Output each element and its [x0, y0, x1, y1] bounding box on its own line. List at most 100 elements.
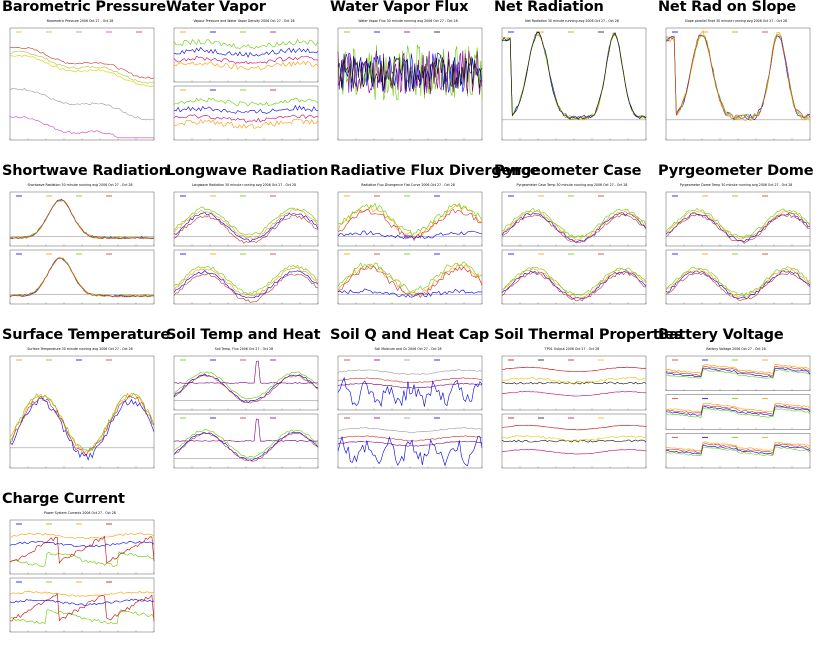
series-line: [665, 34, 811, 119]
chart-tile[interactable]: Water Vapor Vapour Pressure and Water Vap…: [164, 0, 324, 160]
chart-heading: Battery Voltage: [658, 327, 784, 343]
series-line: [337, 376, 483, 408]
series-line: [501, 391, 647, 397]
chart-thumbnail: Soil Moisture and Cv 2006 Oct 27 - Oct 2…: [337, 347, 483, 469]
series-line: [9, 598, 155, 606]
series-line: [501, 377, 647, 384]
series-line: [173, 272, 319, 303]
chart-tile[interactable]: Net Rad on Slope Slope parallel Rnet 30 m…: [656, 0, 816, 160]
series-line: [173, 432, 319, 462]
chart-thumbnail: Slope parallel Rnet 30 minute running av…: [665, 19, 811, 141]
chart-thumbnail: Longwave Radiation 30 minute running avg…: [173, 183, 319, 305]
series-line: [665, 266, 811, 297]
series-line: [9, 116, 154, 139]
series-line: [665, 367, 811, 378]
chart-heading: Charge Current: [2, 491, 125, 507]
series-line: [173, 97, 319, 107]
chart-title: Vapour Pressure and Water Vapor Density …: [193, 19, 294, 23]
series-line: [9, 535, 155, 564]
series-line: [501, 210, 647, 241]
chart-tile[interactable]: Pyrgeometer Case Pyrgeometer Case Temp 30…: [492, 163, 652, 324]
series-line: [665, 364, 811, 374]
series-line: [173, 428, 319, 458]
chart-tile[interactable]: Net Radiation Net Radiation 30 minute run…: [492, 0, 652, 160]
chart-title: Longwave Radiation 30 minute running avg…: [192, 183, 296, 187]
series-line: [173, 360, 319, 384]
plot-frame: [337, 249, 483, 305]
plot-frame: [501, 191, 647, 247]
plot-frame: [9, 577, 155, 633]
series-line: [337, 440, 483, 447]
series-line: [173, 374, 319, 404]
chart-thumbnail: Net Radiation 30 minute running avg 2006…: [501, 19, 647, 141]
series-line: [10, 47, 155, 80]
series-line: [9, 590, 155, 597]
chart-tile[interactable]: Soil Temp and Heat Soil Temp, Flux 2006 O…: [164, 327, 324, 488]
series-line: [9, 257, 155, 298]
series-line: [665, 444, 811, 455]
series-line: [173, 38, 319, 50]
series-line: [337, 208, 483, 242]
chart-title: Power System Currents 2006 Oct 27 - Oct …: [44, 511, 116, 515]
chart-tile[interactable]: Water Vapor Flux Water Vapor Flux 30 minu…: [328, 0, 488, 160]
series-line: [173, 267, 319, 297]
chart-thumbnail: Shortwave Radiation 30 minute running av…: [9, 183, 155, 305]
chart-title: Pyrgeometer Dome Temp 30 minute running …: [680, 183, 793, 187]
chart-title: Shortwave Radiation 30 minute running av…: [27, 183, 132, 187]
chart-tile[interactable]: Soil Q and Heat Cap Soil Moisture and Cv …: [328, 327, 490, 488]
chart-title: Barometric Pressure 2006 Oct 27 - Oct 28: [47, 19, 114, 23]
series-line: [9, 532, 155, 540]
series-line: [9, 395, 155, 457]
series-line: [665, 212, 811, 243]
chart-tile[interactable]: Longwave Radiation Longwave Radiation 30 …: [164, 163, 328, 324]
series-line: [502, 381, 647, 385]
series-line: [501, 424, 647, 431]
chart-heading: Net Rad on Slope: [658, 0, 797, 15]
chart-thumbnail: Battery Voltage 2006 Oct 27 - Oct 28: [665, 347, 811, 469]
series-line: [9, 88, 155, 121]
plot-frame: [337, 355, 483, 411]
series-line: [665, 33, 811, 122]
series-line: [9, 609, 155, 625]
series-line: [9, 257, 155, 298]
chart-tile[interactable]: Surface Temperature Surface Temperature 3…: [0, 327, 170, 488]
series-line: [337, 202, 483, 237]
series-line: [501, 439, 647, 443]
series-line: [9, 200, 155, 240]
series-line: [665, 271, 811, 301]
series-line: [501, 449, 646, 455]
series-line: [173, 60, 319, 71]
series-line: [501, 266, 647, 296]
series-line: [665, 408, 811, 419]
chart-tile[interactable]: Radiative Flux Divergence Radiative Flux …: [328, 163, 540, 324]
series-line: [665, 365, 811, 376]
series-line: [665, 404, 811, 415]
chart-thumbnail: Vapour Pressure and Water Vapor Density …: [173, 19, 319, 141]
series-line: [9, 257, 155, 298]
chart-tile[interactable]: Charge Current Power System Currents 2006…: [0, 491, 160, 652]
chart-heading: Net Radiation: [494, 0, 604, 15]
series-line: [337, 204, 483, 238]
plot-frame: [9, 27, 155, 141]
chart-title: TP01 Output 2006 Oct 27 - Oct 28: [544, 347, 600, 351]
chart-heading: Pyrgeometer Dome: [658, 163, 814, 179]
series-line: [501, 32, 647, 121]
series-line: [337, 382, 483, 389]
chart-tile[interactable]: Barometric Pressure Barometric Pressure 2…: [0, 0, 166, 160]
series-line: [173, 118, 319, 129]
chart-tile[interactable]: Battery Voltage Battery Voltage 2006 Oct …: [656, 327, 816, 488]
series-line: [337, 265, 483, 299]
chart-tile[interactable]: Pyrgeometer Dome Pyrgeometer Dome Temp 30…: [656, 163, 816, 324]
series-line: [337, 261, 483, 294]
chart-title: Water Vapor Flux 30 minute running avg 2…: [358, 19, 457, 23]
chart-tile[interactable]: Soil Thermal Properties TP01 Output 2006 …: [492, 327, 683, 488]
series-line: [173, 114, 319, 123]
chart-thumbnail: Power System Currents 2006 Oct 27 - Oct …: [9, 511, 155, 633]
chart-tile[interactable]: Shortwave Radiation Shortwave Radiation 3…: [0, 163, 169, 324]
chart-title: Surface Temperature 30 minute running av…: [27, 347, 132, 351]
chart-heading: Soil Q and Heat Cap: [330, 327, 490, 343]
series-line: [9, 397, 155, 461]
series-line: [337, 288, 483, 298]
series-line: [173, 206, 319, 236]
series-line: [501, 31, 647, 120]
